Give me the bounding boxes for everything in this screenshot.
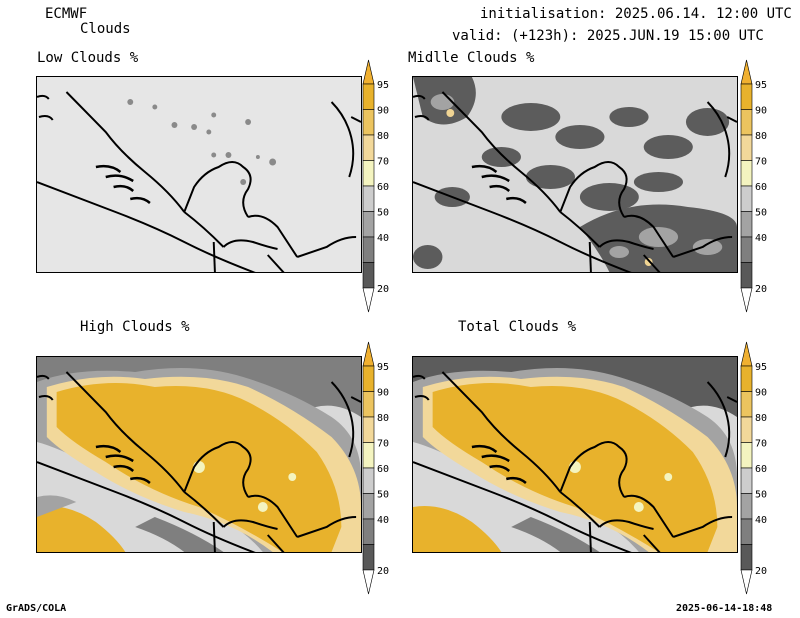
- colorbar-band: [740, 518, 753, 545]
- colorbar-tick-label: 50: [755, 208, 767, 219]
- colorbar-band: [740, 467, 753, 494]
- colorbar-band: [362, 493, 375, 520]
- colorbar-band: [740, 365, 753, 392]
- panel-title-total: Total Clouds %: [458, 319, 577, 335]
- colorbar-tick-label: 60: [755, 464, 767, 475]
- colorbar-band: [362, 83, 375, 110]
- colorbar-top-tip: [740, 341, 753, 367]
- colorbar-middle: 20 40 50 60 70 80 90 95: [740, 59, 781, 313]
- colorbar-band: [362, 365, 375, 392]
- colorbar-tick-label: 70: [755, 157, 767, 168]
- colorbar-band: [740, 109, 753, 136]
- colorbar-band: [362, 467, 375, 494]
- colorbar-bottom-tip: [740, 569, 753, 595]
- colorbar-band: [362, 185, 375, 212]
- colorbar-tick-label: 80: [377, 413, 389, 424]
- colorbar-band: [740, 391, 753, 418]
- panel-title-high: High Clouds %: [80, 319, 190, 335]
- colorbar-tick-label: 70: [755, 439, 767, 450]
- colorbar-tick-label: 60: [377, 182, 389, 193]
- colorbar-band: [362, 518, 375, 545]
- colorbar-tick-label: 70: [377, 439, 389, 450]
- valid-time: valid: (+123h): 2025.JUN.19 15:00 UTC: [452, 28, 764, 44]
- footer-credit: GrADS/COLA: [6, 603, 67, 614]
- colorbar-band: [362, 236, 375, 263]
- colorbar-band: [362, 109, 375, 136]
- colorbar-band: [740, 493, 753, 520]
- colorbar-tick-label: 80: [755, 131, 767, 142]
- colorbar-tick-label: 50: [377, 208, 389, 219]
- field-name: Clouds: [80, 21, 131, 37]
- colorbar-tick-label: 40: [377, 515, 389, 526]
- colorbar-tick-label: 90: [755, 388, 767, 399]
- colorbar-tick-label: 80: [755, 413, 767, 424]
- colorbar-total: 20 40 50 60 70 80 90 95: [740, 341, 781, 595]
- colorbar-band: [362, 391, 375, 418]
- init-time: initialisation: 2025.06.14. 12:00 UTC: [480, 6, 792, 22]
- colorbar-band: [740, 83, 753, 110]
- panel-title-middle: Midlle Clouds %: [408, 50, 535, 66]
- colorbar-tick-label: 60: [755, 182, 767, 193]
- colorbar-tick-label: 60: [377, 464, 389, 475]
- colorbar-tick-label: 20: [377, 566, 389, 577]
- colorbar-tick-label: 80: [377, 131, 389, 142]
- colorbar-bottom-tip: [362, 569, 375, 595]
- colorbar-tick-label: 95: [377, 362, 389, 373]
- colorbar-band: [362, 211, 375, 238]
- panel-high-clouds: [36, 356, 362, 553]
- colorbar-band: [740, 262, 753, 289]
- colorbar-tick-label: 95: [755, 80, 767, 91]
- colorbar-tick-label: 40: [377, 233, 389, 244]
- colorbar-high: 20 40 50 60 70 80 90 95: [362, 341, 403, 595]
- colorbar-band: [362, 416, 375, 443]
- colorbar-tick-label: 50: [755, 490, 767, 501]
- colorbar-band: [740, 134, 753, 161]
- colorbar-band: [740, 544, 753, 571]
- colorbar-tick-label: 90: [377, 388, 389, 399]
- colorbar-tick-label: 20: [755, 284, 767, 295]
- colorbar-tick-label: 95: [377, 80, 389, 91]
- colorbar-tick-label: 20: [755, 566, 767, 577]
- footer-timestamp: 2025-06-14-18:48: [676, 603, 773, 614]
- colorbar-band: [740, 416, 753, 443]
- colorbar-band: [740, 185, 753, 212]
- colorbar-top-tip: [362, 341, 375, 367]
- colorbar-band: [740, 160, 753, 187]
- panel-title-low: Low Clouds %: [37, 50, 139, 66]
- panel-total-clouds: [412, 356, 738, 553]
- colorbar-tick-label: 40: [755, 233, 767, 244]
- colorbar-tick-label: 70: [377, 157, 389, 168]
- colorbar-tick-label: 95: [755, 362, 767, 373]
- colorbar-top-tip: [740, 59, 753, 85]
- colorbar-top-tip: [362, 59, 375, 85]
- panel-middle-clouds: [412, 76, 738, 273]
- colorbar-low: 20 40 50 60 70 80 90 95: [362, 59, 403, 313]
- colorbar-tick-label: 90: [377, 106, 389, 117]
- colorbar-bottom-tip: [740, 287, 753, 313]
- colorbar-band: [740, 442, 753, 469]
- colorbar-tick-label: 50: [377, 490, 389, 501]
- colorbar-bottom-tip: [362, 287, 375, 313]
- colorbar-tick-label: 20: [377, 284, 389, 295]
- model-name: ECMWF: [45, 6, 88, 22]
- colorbar-band: [740, 211, 753, 238]
- colorbar-band: [362, 442, 375, 469]
- colorbar-band: [362, 160, 375, 187]
- colorbar-tick-label: 40: [755, 515, 767, 526]
- colorbar-band: [362, 134, 375, 161]
- colorbar-band: [362, 262, 375, 289]
- colorbar-band: [740, 236, 753, 263]
- colorbar-tick-label: 90: [755, 106, 767, 117]
- panel-low-clouds: [36, 76, 362, 273]
- colorbar-band: [362, 544, 375, 571]
